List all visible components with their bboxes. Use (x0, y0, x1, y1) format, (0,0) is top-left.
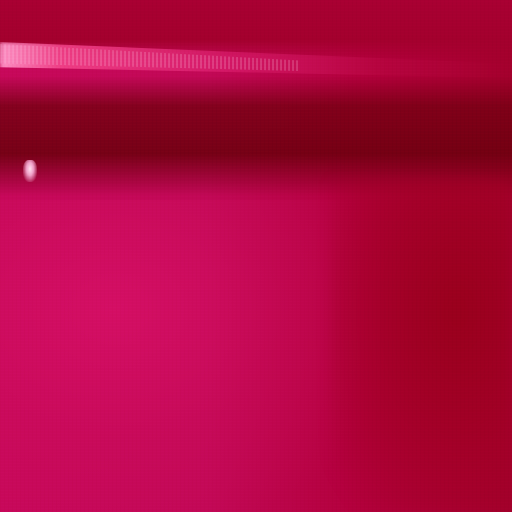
bright-spot (23, 160, 37, 182)
right-dark-region (330, 180, 512, 512)
lower-left-glow (0, 200, 380, 512)
ledge-shadow (0, 76, 512, 196)
